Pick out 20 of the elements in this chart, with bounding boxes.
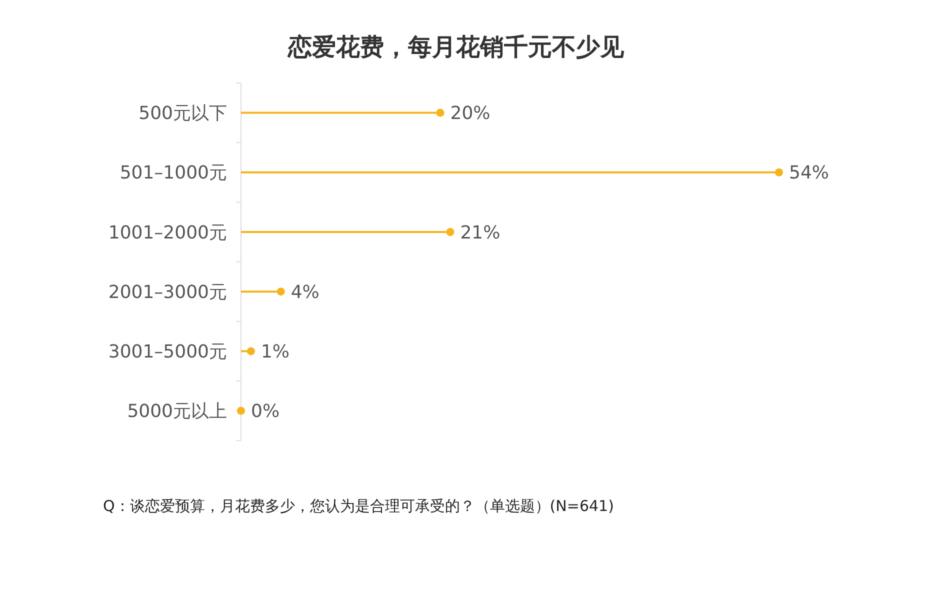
data-label: 21%: [460, 222, 500, 244]
y-tick-label: 500元以下: [138, 103, 227, 124]
data-label: 1%: [260, 342, 290, 362]
y-tick-label: 5000元以上: [127, 401, 227, 422]
data-label: 4%: [290, 282, 320, 303]
data-label: 0%: [251, 401, 280, 422]
point: [237, 406, 245, 415]
data-label: 54%: [789, 162, 830, 184]
y-tick-label: 1001–2000元: [108, 222, 227, 244]
point: [276, 288, 285, 296]
y-tick-label: 3001–5000元: [108, 342, 227, 362]
data-label: 20%: [450, 103, 490, 124]
y-tick-label: 2001–3000元: [108, 282, 227, 303]
y-tick-label: 501–1000元: [120, 162, 227, 184]
chart-title: 恋爱花费，每月花销千元不少见: [287, 33, 625, 61]
point: [775, 168, 783, 176]
point: [436, 108, 444, 117]
point: [246, 347, 255, 356]
point: [446, 228, 454, 236]
text: Q：谈恋爱预算，月花费多少，您认为是合理可承受的？（单选题）(N=641): [103, 497, 614, 515]
